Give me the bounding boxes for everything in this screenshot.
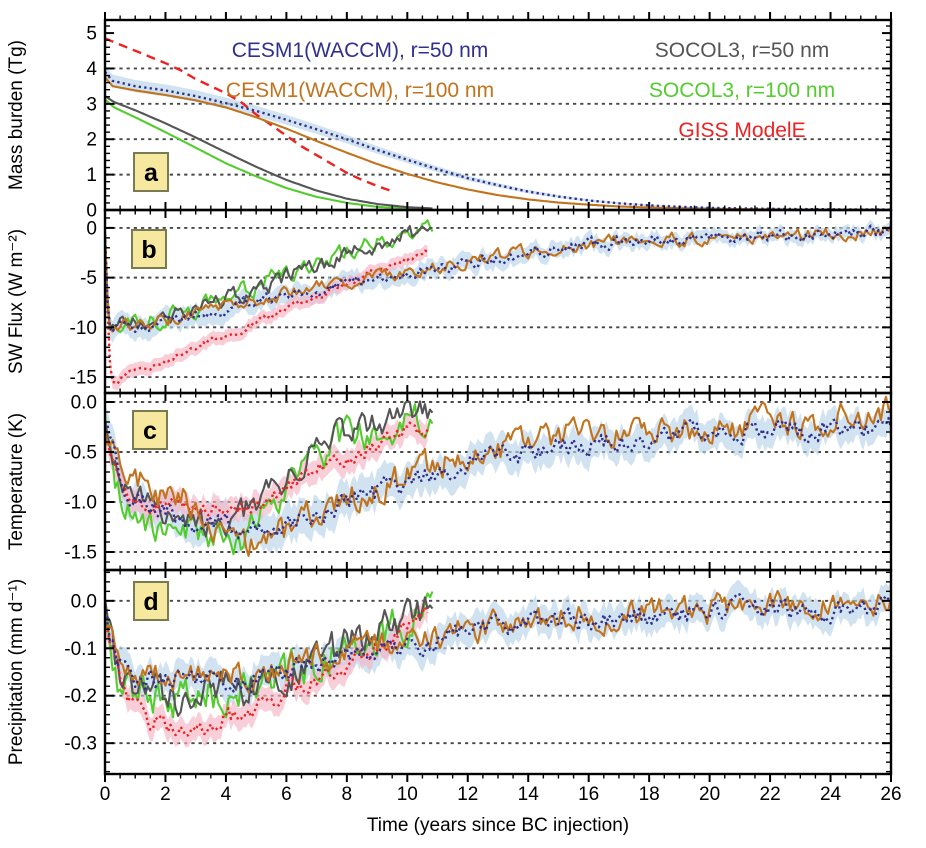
y-tick-label: 0 (86, 218, 97, 239)
y-axis-title-c: Temperature (K) (6, 413, 27, 550)
y-tick-label: -0.5 (64, 443, 97, 464)
x-tick-label: 8 (342, 784, 353, 805)
series-socol50-line (105, 596, 434, 717)
panel-label-box (131, 229, 167, 269)
y-tick-label: -5 (80, 268, 97, 289)
legend-item-socol50: SOCOL3, r=50 nm (655, 39, 830, 62)
y-tick-label: -0.1 (64, 639, 97, 660)
y-tick-label: 4 (86, 59, 97, 80)
y-tick-label: 2 (86, 130, 97, 151)
x-tick-label: 12 (457, 784, 478, 805)
series-socol50-line (105, 399, 434, 538)
series-cesm50-band (105, 219, 891, 343)
series-cesm50-line (105, 224, 891, 334)
x-tick-label: 16 (578, 784, 599, 805)
panel-label: b (141, 236, 156, 264)
series-socol100-line (105, 403, 434, 556)
y-tick-label: -0.2 (64, 686, 97, 707)
x-tick-label: 2 (160, 784, 171, 805)
panel-c: 0.0 -0.5 -1.0 -1.5 c Temperature (K) (6, 391, 893, 572)
y-tick-label: -1.0 (64, 493, 97, 514)
panel-b: 0 -5 -10 -15 b SW Flux (W m⁻²) (6, 208, 893, 395)
y-tick-label: 1 (86, 165, 97, 186)
y-tick-label: -1.5 (64, 543, 97, 564)
y-tick-label: 3 (86, 94, 97, 115)
series-cesm100-line (105, 589, 891, 694)
panel-label: c (143, 417, 157, 445)
panel-label: d (143, 588, 158, 616)
x-tick-label: 26 (880, 784, 901, 805)
panel-label: a (144, 159, 159, 187)
series-area (105, 219, 891, 391)
legend-item-giss: GISS ModelE (678, 119, 805, 142)
x-tick-label: 18 (639, 784, 660, 805)
y-tick-label: -0.3 (64, 734, 97, 755)
series-cesm50-band (105, 404, 891, 556)
legend-item-cesm50: CESM1(WACCM), r=50 nm (232, 39, 489, 62)
series-giss-band (105, 244, 428, 391)
x-tick-label: 6 (281, 784, 292, 805)
legend-item-socol100: SOCOL3, r=100 nm (649, 79, 835, 102)
x-tick-label: 14 (518, 784, 540, 805)
series-area (105, 395, 891, 557)
series-area (105, 579, 891, 748)
series-cesm50-line (105, 416, 891, 540)
y-axis-title-a: Mass burden (Tg) (6, 40, 27, 190)
y-tick-label: 0.0 (71, 591, 97, 612)
x-tick-label: 20 (699, 784, 720, 805)
series-cesm50-line (105, 592, 891, 694)
legend-item-cesm100: CESM1(WACCM), r=100 nm (226, 79, 494, 102)
y-axis-title-b: SW Flux (W m⁻²) (6, 229, 27, 374)
panel-label-box (133, 152, 169, 192)
y-tick-label: 0.0 (71, 393, 97, 414)
y-tick-label: -15 (70, 368, 97, 389)
series-giss-line (105, 249, 428, 385)
y-tick-label: -10 (70, 318, 97, 339)
series-socol100-line (105, 98, 433, 210)
x-tick-label: 4 (221, 784, 232, 805)
series-socol50-line (105, 95, 433, 210)
panel-d: 0.0 -0.1 -0.2 -0.3 d Precipitation (mm d⁻¹) (6, 568, 893, 782)
series-giss-line (105, 421, 429, 517)
y-tick-label: 0 (86, 201, 97, 222)
x-tick-label: 10 (397, 784, 418, 805)
x-tick-label: 0 (100, 784, 111, 805)
panel-label-box (132, 410, 168, 450)
x-tick-label: 22 (760, 784, 781, 805)
x-tick-label: 24 (820, 784, 842, 805)
series-giss-line (105, 37, 396, 194)
series-cesm50-line (105, 71, 891, 210)
series-giss-line (105, 605, 429, 737)
series-cesm100-line (105, 395, 891, 557)
y-axis-title-d: Precipitation (mm d⁻¹) (6, 579, 27, 765)
y-tick-label: 5 (86, 24, 97, 45)
series-socol100-line (105, 219, 434, 334)
legend: CESM1(WACCM), r=50 nm CESM1(WACCM), r=100… (226, 39, 835, 142)
x-axis-title: Time (years since BC injection) (367, 815, 629, 836)
panel-label-box (133, 581, 169, 621)
series-cesm50-band (105, 579, 891, 707)
